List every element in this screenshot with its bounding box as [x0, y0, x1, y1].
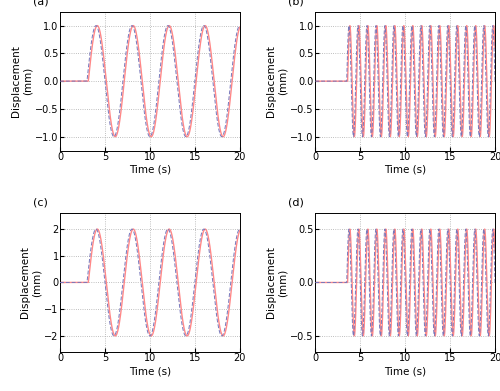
X-axis label: Time (s): Time (s)	[384, 165, 426, 175]
Text: (d): (d)	[288, 197, 304, 208]
Y-axis label: Displacement
(mm): Displacement (mm)	[266, 247, 287, 318]
X-axis label: Time (s): Time (s)	[129, 366, 171, 376]
Y-axis label: Displacement
(mm): Displacement (mm)	[10, 45, 32, 117]
Text: (c): (c)	[33, 197, 48, 208]
X-axis label: Time (s): Time (s)	[129, 165, 171, 175]
X-axis label: Time (s): Time (s)	[384, 366, 426, 376]
Text: (b): (b)	[288, 0, 304, 6]
Y-axis label: Displacement
(mm): Displacement (mm)	[20, 247, 42, 318]
Y-axis label: Displacement
(mm): Displacement (mm)	[266, 45, 287, 117]
Text: (a): (a)	[33, 0, 48, 6]
